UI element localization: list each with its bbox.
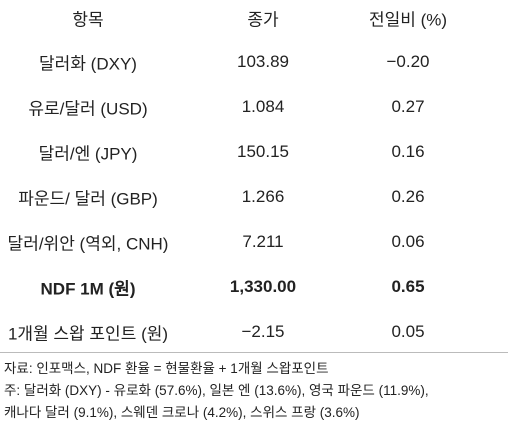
table-cell: 달러/엔 (JPY) bbox=[38, 144, 138, 164]
note-line: 자료: 인포맥스, NDF 환율 = 현물환율 + 1개월 스왑포인트 bbox=[4, 361, 329, 376]
header-cell: 항목 bbox=[72, 10, 104, 30]
header-cell: 전일비 (%) bbox=[368, 10, 448, 30]
table-cell: 유로/달러 (USD) bbox=[28, 99, 148, 119]
table-cell: 1개월 스왑 포인트 (원) bbox=[7, 324, 169, 344]
note-line: 주: 달러화 (DXY) - 유로화 (57.6%), 일본 엔 (13.6%)… bbox=[4, 383, 429, 398]
table-cell: 1,330.00 bbox=[229, 277, 297, 296]
table-cell: 150.15 bbox=[237, 142, 289, 161]
note-line: 캐나다 달러 (9.1%), 스웨덴 크로나 (4.2%), 스위스 프랑 (3… bbox=[4, 405, 360, 420]
table-cell: NDF 1M (원) bbox=[40, 279, 136, 299]
table-cell: 0.05 bbox=[391, 322, 425, 341]
table-cell: −0.20 bbox=[386, 52, 430, 71]
table-cell: 0.26 bbox=[391, 187, 425, 206]
separator bbox=[0, 352, 508, 353]
table-cell: 달러/위안 (역외, CNH) bbox=[7, 234, 169, 254]
table-cell: 0.06 bbox=[391, 232, 425, 251]
table-cell: 0.16 bbox=[391, 142, 425, 161]
table-cell: 7.211 bbox=[242, 232, 284, 251]
header-cell: 종가 bbox=[247, 10, 279, 30]
table-cell: 파운드/ 달러 (GBP) bbox=[18, 189, 158, 209]
table-cell: −2.15 bbox=[241, 322, 285, 341]
table-cell: 0.27 bbox=[391, 97, 425, 116]
table-cell: 1.084 bbox=[241, 97, 285, 116]
table-cell: 103.89 bbox=[237, 52, 289, 71]
table-cell: 1.266 bbox=[241, 187, 285, 206]
table-cell: 달러화 (DXY) bbox=[39, 54, 137, 74]
table-cell: 0.65 bbox=[391, 277, 425, 296]
